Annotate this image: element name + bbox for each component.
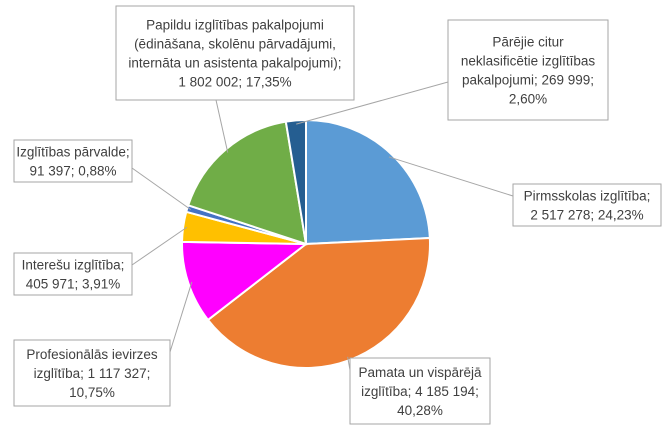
data-label-line: (ēdināšana, skolēnu pārvadājumi, xyxy=(134,37,336,52)
data-label-line: 91 397; 0,88% xyxy=(29,164,116,179)
data-label-line: izglītība; 1 117 327; xyxy=(34,366,151,381)
data-label-box xyxy=(349,357,491,425)
data-label-line: 2 517 278; 24,23% xyxy=(530,208,643,223)
data-label-parejie-citur: Pārējie citur neklasificētie izglītības pa… xyxy=(447,19,609,121)
data-label-line: 40,28% xyxy=(397,403,443,418)
leader-line-parejie-citur xyxy=(296,81,449,125)
data-label-pirmsskolas-izglitiba: Pirmsskolas izglītība; 2 517 278; 24,23% xyxy=(512,183,662,227)
data-label-line: Papildu izglītības pakalpojumi xyxy=(146,18,324,33)
data-label-line: izglītība; 4 185 194; xyxy=(361,384,479,399)
data-label-line: 1 802 002; 17,35% xyxy=(178,75,291,90)
pie-slice-pamata-un-vispareja xyxy=(206,236,431,369)
data-label-box xyxy=(13,252,133,296)
pie-slice-pirmsskolas-izglitiba xyxy=(305,118,431,246)
leader-lines-layer xyxy=(131,81,514,371)
data-label-profesionalas-ievirzes: Profesionālās ievirzes izglītība; 1 117 3… xyxy=(13,339,171,407)
data-label-line: Pārējie citur xyxy=(492,35,564,50)
data-label-line: pakalpojumi; 269 999; xyxy=(462,73,594,88)
data-label-papildu-izglitibas-pakalpojumi: Papildu izglītības pakalpojumi (ēdināšana… xyxy=(115,5,355,101)
data-label-pamata-un-vispareja: Pamata un vispārējā izglītība; 4 185 194;… xyxy=(349,357,491,425)
data-label-line: Interešu izglītība; xyxy=(22,258,125,273)
labels-layer: Pirmsskolas izglītība;2 517 278; 24,23%P… xyxy=(13,5,662,425)
pie-slice-parejie-citur xyxy=(284,118,307,245)
data-label-line: 2,60% xyxy=(509,92,547,107)
data-label-interesu-izglitiba: Interešu izglītība; 405 971; 3,91% xyxy=(13,252,133,296)
leader-line-pirmsskolas-izglitiba xyxy=(388,156,514,197)
data-label-box xyxy=(13,339,171,407)
data-label-box xyxy=(115,5,355,101)
leader-line-interesu-izglitiba xyxy=(131,226,188,266)
data-label-line: Pirmsskolas izglītība; xyxy=(524,189,651,204)
pie-slice-profesionalas-ievirzes xyxy=(181,240,309,322)
data-label-izglitibas-parvalde: Izglītības pārvalde; 91 397; 0,88% xyxy=(13,139,133,183)
data-label-line: Profesionālās ievirzes xyxy=(26,347,158,362)
data-label-line: Pamata un vispārējā xyxy=(358,365,482,380)
data-label-box xyxy=(512,183,662,227)
slices-layer xyxy=(181,118,431,369)
leader-line-papildu-izglitibas-pakalpojumi xyxy=(215,99,229,153)
leader-line-izglitibas-parvalde xyxy=(131,167,192,211)
data-label-box xyxy=(13,139,133,183)
data-label-box xyxy=(447,19,609,121)
data-label-line: internāta un asistenta pakalpojumi); xyxy=(128,56,341,71)
data-label-line: 405 971; 3,91% xyxy=(26,277,121,292)
leader-line-profesionalas-ievirzes xyxy=(169,281,193,353)
pie-slice-papildu-izglitibas-pakalpojumi xyxy=(186,120,308,246)
data-label-line: neklasificētie izglītības xyxy=(461,54,596,69)
data-label-line: 10,75% xyxy=(69,385,115,400)
data-label-line: Izglītības pārvalde; xyxy=(16,145,129,160)
